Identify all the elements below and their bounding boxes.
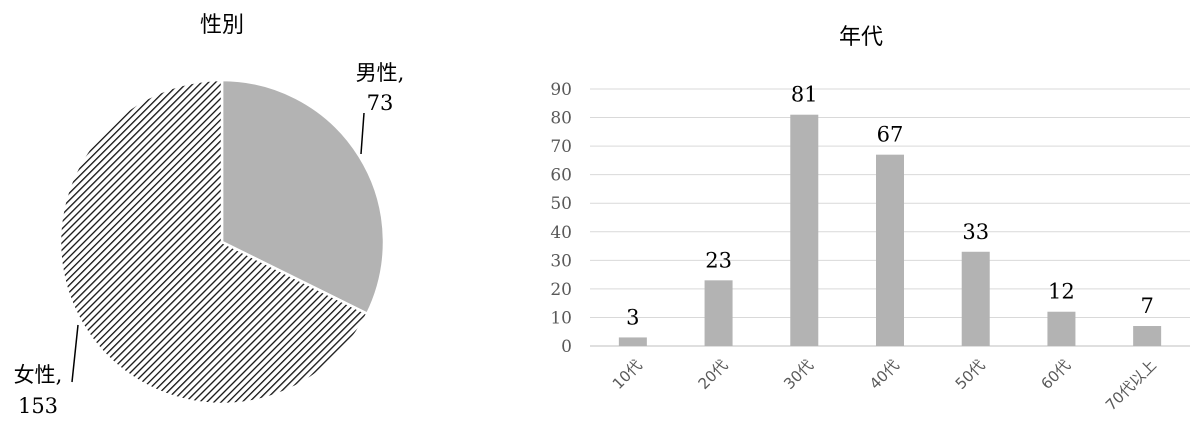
male-leader-line — [360, 112, 365, 155]
pie-slice-0 — [220, 78, 386, 316]
y-tick-label: 10 — [550, 308, 572, 328]
pie-slice-1 — [58, 78, 369, 406]
bar — [961, 251, 990, 346]
y-tick-label: 80 — [550, 109, 572, 129]
gender-pie-chart: 性別 男性, 73 女性, 153 — [14, 13, 405, 418]
female-label: 女性, — [14, 363, 63, 387]
pie-slices — [58, 78, 386, 406]
female-leader-line — [71, 324, 79, 383]
y-tick-label: 40 — [550, 223, 572, 243]
pie-title: 性別 — [200, 13, 244, 38]
female-value-label: 153 — [18, 394, 58, 418]
y-tick-label: 60 — [550, 166, 572, 186]
bar — [704, 280, 733, 346]
bar-value-label: 33 — [962, 220, 989, 244]
y-tick-label: 20 — [550, 280, 572, 300]
bar — [876, 154, 904, 346]
x-tick-label: 20代 — [695, 356, 732, 393]
y-tick-label: 90 — [550, 80, 572, 100]
age-bar-chart: 年代 0 10 20 30 40 50 60 70 80 90 3 23 81 67 33 12 7 10代 2… — [550, 25, 1190, 414]
bar-value-label: 12 — [1048, 280, 1075, 304]
y-tick-label: 0 — [561, 337, 572, 357]
male-label: 男性, — [356, 61, 405, 85]
y-tick-label: 30 — [550, 251, 572, 271]
x-tick-label: 30代 — [780, 356, 817, 393]
bar-bars — [618, 114, 1162, 346]
bar — [1133, 326, 1162, 346]
bar-y-ticks: 0 10 20 30 40 50 60 70 80 90 — [550, 80, 572, 357]
x-tick-label: 40代 — [866, 356, 903, 393]
bar-title: 年代 — [839, 25, 883, 50]
bar — [1047, 311, 1076, 346]
bar-value-label: 67 — [877, 123, 904, 147]
male-value-label: 73 — [367, 91, 394, 115]
x-tick-label: 70代以上 — [1102, 356, 1160, 414]
bar-value-label: 81 — [791, 83, 818, 107]
bar-data-labels: 3 23 81 67 33 12 7 — [626, 83, 1154, 330]
bar-value-label: 7 — [1140, 294, 1153, 318]
x-tick-label: 10代 — [609, 356, 646, 393]
bar-x-ticks: 10代 20代 30代 40代 50代 60代 70代以上 — [609, 356, 1160, 414]
bar — [790, 114, 819, 346]
bar-value-label: 23 — [705, 248, 732, 272]
bar-value-label: 3 — [626, 305, 639, 329]
bar — [618, 337, 647, 346]
x-tick-label: 50代 — [952, 356, 989, 393]
y-tick-label: 50 — [550, 194, 572, 214]
x-tick-label: 60代 — [1037, 356, 1074, 393]
y-tick-label: 70 — [550, 137, 572, 157]
